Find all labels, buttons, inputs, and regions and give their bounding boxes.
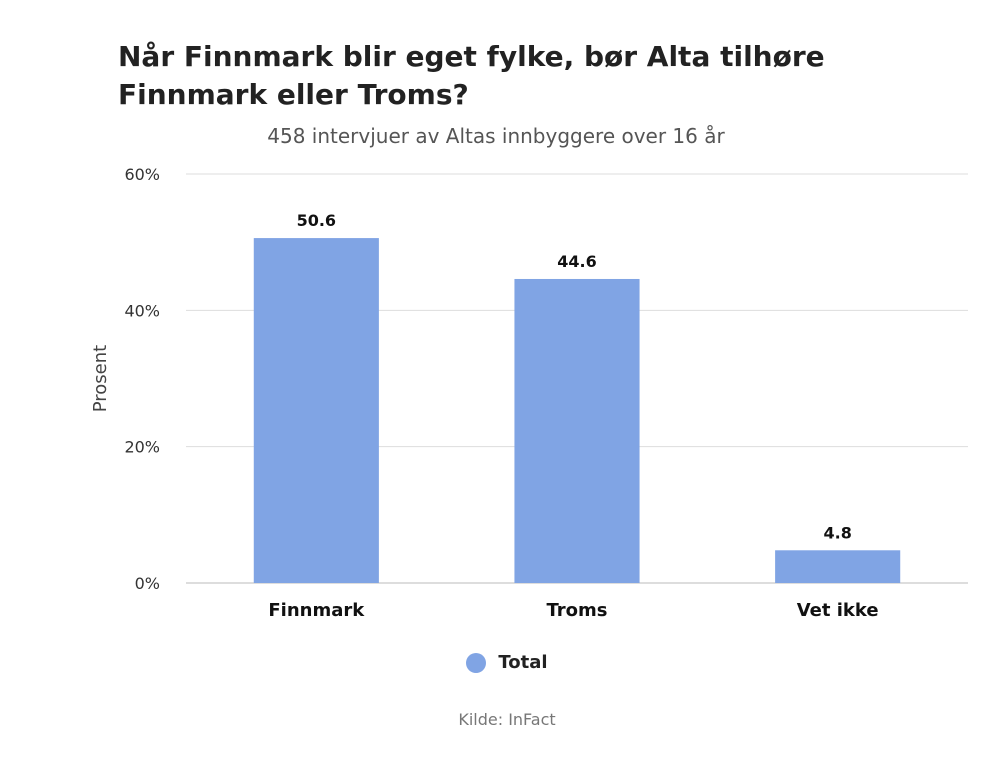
data-label: 44.6 <box>557 252 596 271</box>
bar-finnmark <box>253 238 379 583</box>
y-tick-label: 40% <box>124 301 160 320</box>
chart-subtitle: 458 intervjuer av Altas innbyggere over … <box>267 124 725 148</box>
chart-source: Kilde: InFact <box>458 710 556 729</box>
x-tick-label: Troms <box>546 600 607 621</box>
y-tick-label: 20% <box>124 438 160 457</box>
y-tick-label: 60% <box>124 165 160 184</box>
data-label: 4.8 <box>823 523 851 542</box>
chart-title: Når Finnmark blir eget fylke, bør Alta t… <box>118 40 825 111</box>
x-tick-label: Vet ikke <box>797 600 879 621</box>
bar-troms <box>514 278 640 583</box>
legend-label-total: Total <box>498 652 548 673</box>
bar-vet-ikke <box>775 550 901 583</box>
legend-marker <box>466 652 487 673</box>
data-label: 50.6 <box>297 211 336 230</box>
y-axis-label: Prosent <box>90 345 111 412</box>
y-tick-label: 0% <box>135 574 160 593</box>
legend[interactable]: Total <box>0 652 992 673</box>
x-tick-label: Finnmark <box>268 600 365 621</box>
